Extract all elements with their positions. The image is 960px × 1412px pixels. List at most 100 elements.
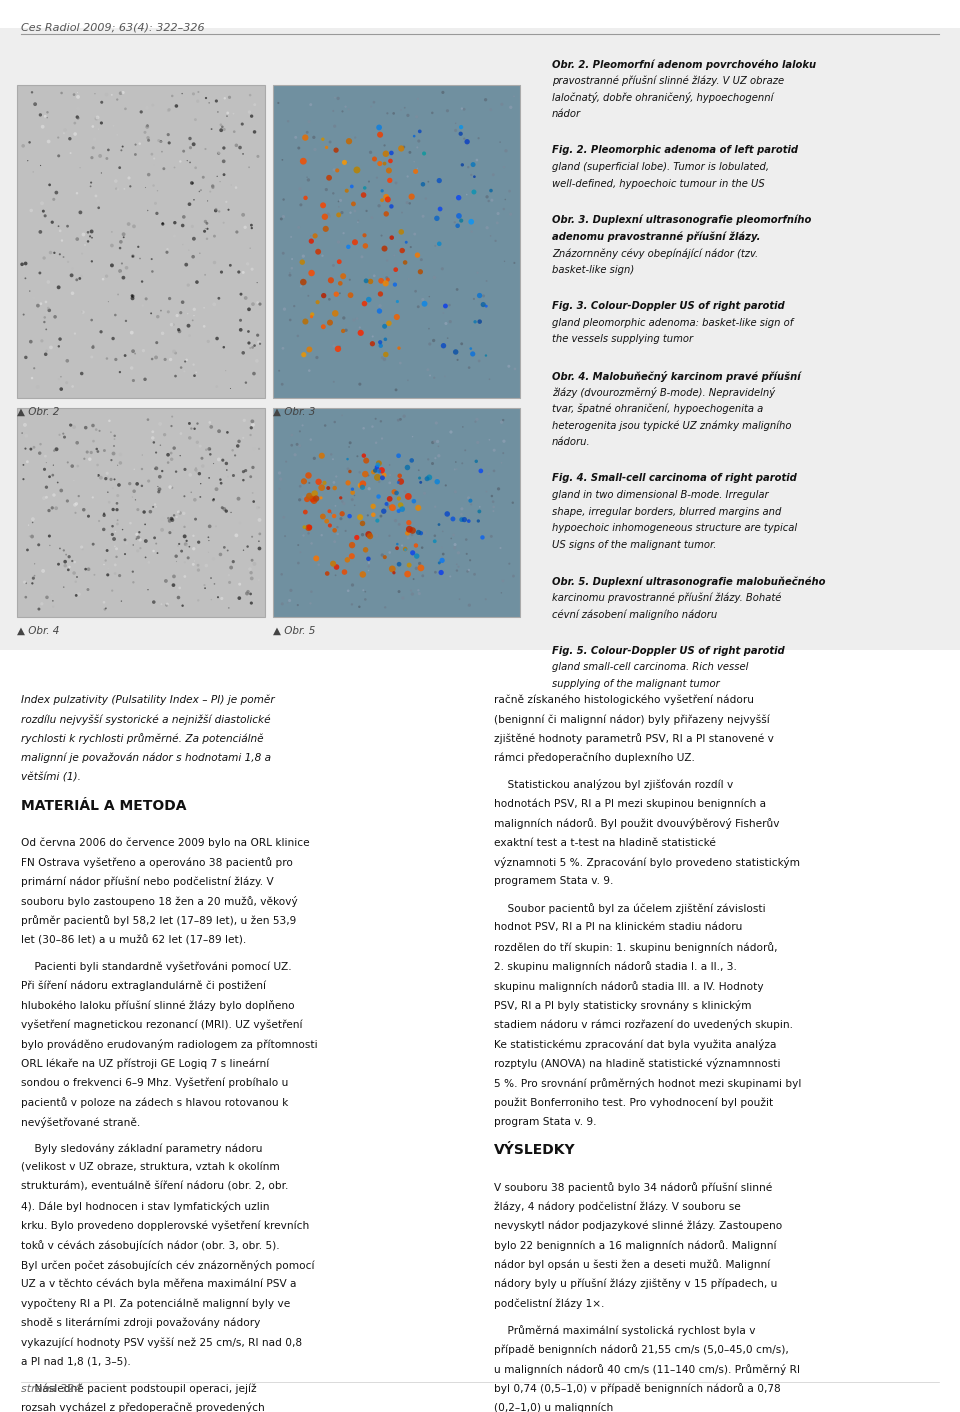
Point <box>160 507 176 530</box>
Point <box>100 466 115 489</box>
Point <box>411 521 426 544</box>
Point <box>117 178 132 201</box>
Text: hlubokého laloku příušní slinné žlázy bylo doplňeno: hlubokého laloku příušní slinné žlázy by… <box>21 1000 295 1011</box>
Point <box>132 528 148 551</box>
Point <box>199 555 214 578</box>
Point <box>400 518 416 541</box>
Point <box>400 165 416 188</box>
Point <box>188 459 204 481</box>
Point <box>91 465 107 487</box>
Point <box>235 203 251 226</box>
Point <box>461 487 476 510</box>
Point <box>360 504 375 527</box>
Point <box>27 565 42 587</box>
Point <box>373 270 389 292</box>
Point <box>460 130 475 152</box>
Point <box>109 498 125 521</box>
Point <box>449 559 465 582</box>
Text: stadiem nádoru v rámci rozřazení do uvedených skupin.: stadiem nádoru v rámci rozřazení do uved… <box>494 1019 793 1031</box>
Point <box>377 152 393 175</box>
Point <box>296 343 311 366</box>
Text: 4). Dále byl hodnocen i stav lymfatických uzlin: 4). Dále byl hodnocen i stav lymfatickýc… <box>21 1202 270 1213</box>
Point <box>315 244 330 267</box>
Point <box>75 538 90 561</box>
Point <box>173 301 188 323</box>
Point <box>149 457 164 480</box>
Point <box>412 552 427 575</box>
Point <box>324 558 340 580</box>
Point <box>293 193 308 216</box>
Point <box>380 268 396 291</box>
Point <box>85 414 101 436</box>
Point <box>193 435 208 457</box>
Point <box>397 96 413 119</box>
Point <box>415 565 430 587</box>
Point <box>118 309 133 332</box>
Point <box>316 193 331 216</box>
Point <box>213 472 228 494</box>
Point <box>167 212 182 234</box>
Point <box>162 548 178 570</box>
Point <box>206 573 222 596</box>
Point <box>111 473 127 496</box>
Point <box>108 545 124 568</box>
Point <box>208 90 224 113</box>
Point <box>453 209 468 232</box>
Point <box>413 472 428 494</box>
Point <box>131 236 146 258</box>
Point <box>218 359 233 381</box>
Point <box>115 518 131 541</box>
Point <box>373 298 389 321</box>
Point <box>329 515 345 538</box>
Point <box>159 241 175 264</box>
Point <box>381 160 396 182</box>
Point <box>101 138 116 161</box>
Point <box>421 466 437 489</box>
Point <box>144 143 159 165</box>
Point <box>427 496 443 518</box>
Point <box>190 431 205 453</box>
Point <box>52 424 67 446</box>
Point <box>408 280 423 302</box>
Point <box>301 484 317 507</box>
Point <box>86 128 102 151</box>
Point <box>204 415 219 438</box>
Point <box>105 515 120 538</box>
Point <box>107 425 122 448</box>
Point <box>180 150 195 172</box>
Point <box>201 330 216 353</box>
Point <box>414 249 429 271</box>
Point <box>284 247 300 270</box>
Point <box>112 260 128 282</box>
Point <box>182 463 198 486</box>
Point <box>364 206 379 229</box>
Point <box>176 140 191 162</box>
Point <box>469 148 485 171</box>
Point <box>33 154 48 176</box>
Point <box>193 486 208 508</box>
Point <box>333 487 348 510</box>
Point <box>324 443 339 466</box>
Point <box>48 308 63 330</box>
Point <box>245 525 260 548</box>
Text: Index pulzativity (Pulsatility Index – PI) je poměr: Index pulzativity (Pulsatility Index – P… <box>21 695 275 705</box>
Point <box>421 285 437 308</box>
Point <box>104 469 119 491</box>
Point <box>216 164 231 186</box>
Point <box>65 282 81 305</box>
Point <box>342 130 357 152</box>
Point <box>138 530 154 552</box>
Point <box>92 419 108 442</box>
Point <box>89 107 105 130</box>
Point <box>420 448 436 470</box>
Point <box>85 116 101 138</box>
Point <box>301 515 317 538</box>
Point <box>67 494 83 517</box>
Point <box>449 278 465 301</box>
Point <box>178 532 193 555</box>
Point <box>134 270 150 292</box>
Point <box>60 559 76 582</box>
Text: Následně pacient podstoupil operaci, jejíž: Následně pacient podstoupil operaci, jej… <box>21 1384 256 1394</box>
Point <box>22 280 37 302</box>
Point <box>458 439 473 462</box>
